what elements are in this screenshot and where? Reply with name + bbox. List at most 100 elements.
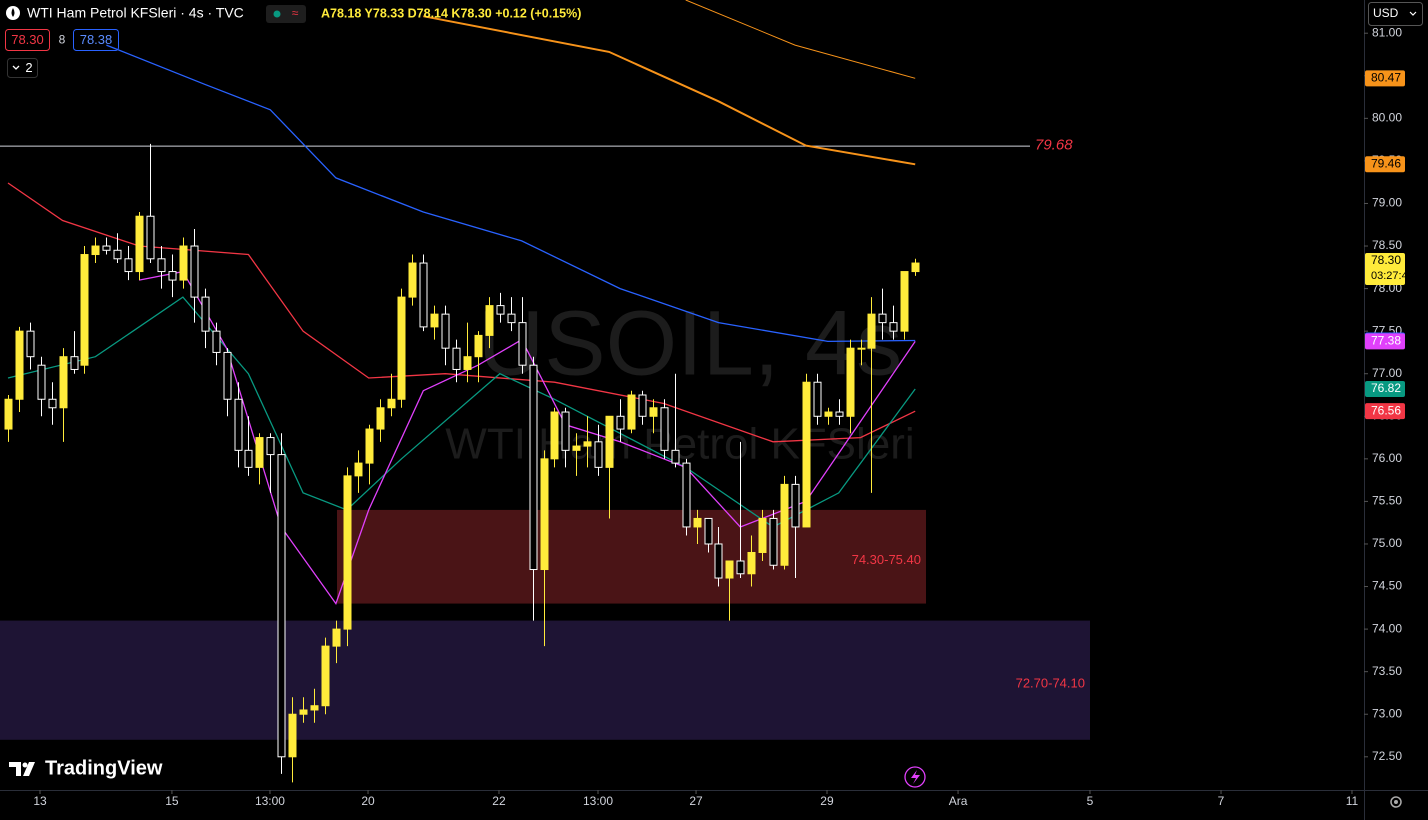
candle-body: [682, 462, 691, 528]
x-tick-label: 29: [820, 794, 834, 808]
candle-body: [660, 407, 669, 451]
candle-body: [376, 407, 385, 430]
candle-body: [911, 262, 920, 273]
candle-body: [80, 254, 89, 366]
y-tick-label: 73.00: [1372, 706, 1402, 720]
candle-body: [671, 449, 680, 464]
price-countdown: 03:27:46: [1371, 270, 1414, 282]
candle-body: [605, 415, 614, 468]
price-badge-label: 80.47: [1371, 70, 1401, 84]
x-tick-label: 7: [1218, 794, 1225, 808]
indicators-toggle[interactable]: [7, 58, 38, 78]
currency-select[interactable]: [1368, 2, 1423, 26]
indicator-line: [423, 15, 916, 166]
price-badge: [1365, 381, 1405, 398]
candle-body: [299, 709, 308, 715]
chevron-icon: [12, 65, 20, 70]
candle-body: [463, 356, 472, 370]
y-tick-label: 81.00: [1372, 25, 1402, 39]
candle-body: [288, 713, 297, 758]
spread: 8: [59, 33, 66, 47]
candle-body: [59, 356, 68, 409]
brand-logo: TradingView: [9, 757, 163, 779]
candle-body: [452, 347, 461, 370]
candle-body: [321, 645, 330, 707]
ask-price: 78.38: [80, 32, 113, 47]
watermark-symbol: USOIL, 4s: [478, 292, 902, 394]
candle-body: [878, 313, 887, 324]
candle-body: [857, 347, 866, 350]
candle-body: [157, 258, 166, 273]
indicator-line: [7, 182, 916, 443]
candle-body: [343, 475, 352, 630]
y-tick-label: 78.50: [1372, 238, 1402, 252]
candle-body: [91, 245, 100, 256]
bid-price: 78.30: [11, 32, 44, 47]
candle-body: [124, 258, 133, 273]
candle-body: [747, 551, 756, 575]
zone: [337, 509, 926, 604]
delay-icon: ≈: [292, 6, 299, 20]
candle-body: [397, 296, 406, 400]
candle-body: [769, 517, 778, 566]
candle-body: [529, 364, 538, 571]
candle-body: [419, 262, 428, 328]
settings-button[interactable]: [1390, 796, 1402, 808]
candle-body: [266, 437, 275, 456]
candle-body: [846, 347, 855, 417]
alert-button[interactable]: [904, 766, 926, 788]
candle-body: [616, 415, 625, 430]
status-icons: [266, 5, 306, 23]
candle-body: [332, 628, 341, 647]
ask-box[interactable]: [73, 29, 119, 51]
candle-body: [780, 483, 789, 566]
x-tick-label: 15: [165, 794, 179, 808]
watermark: USOIL, 4s WTI Ham Petrol KFSleri: [445, 292, 914, 468]
candle-body: [900, 271, 909, 332]
candle-body: [550, 411, 559, 460]
header: WTI Ham Petrol KFSleri · 4s · TVC ≈ A78.…: [5, 5, 581, 78]
y-tick-label: 74.00: [1372, 621, 1402, 635]
candle-body: [441, 313, 450, 349]
candle-body: [791, 483, 800, 528]
bid-box[interactable]: [5, 29, 50, 51]
price-badge: [1365, 156, 1405, 173]
brand-icon: [9, 762, 35, 776]
price-badge: [1365, 333, 1405, 350]
price-badge-label: 79.46: [1371, 156, 1401, 170]
candle-body: [835, 411, 844, 417]
candle-body: [813, 381, 822, 417]
y-tick-label: 79.00: [1372, 196, 1402, 210]
price-badge: [1365, 403, 1405, 420]
candle-body: [190, 245, 199, 298]
symbol-title[interactable]: WTI Ham Petrol KFSleri · 4s · TVC: [27, 5, 244, 21]
x-tick-label: 13: [33, 794, 47, 808]
candle-body: [212, 330, 221, 353]
candle-body: [387, 398, 396, 409]
candle-body: [693, 517, 702, 528]
alert-icon: [911, 770, 920, 784]
candle-body: [802, 381, 811, 528]
candle-body: [201, 296, 210, 332]
candle-body: [889, 322, 898, 332]
candle-body: [234, 398, 243, 451]
candle-body: [474, 334, 483, 358]
candle-body: [48, 398, 57, 409]
candle-body: [354, 462, 363, 477]
candle-body: [540, 458, 549, 571]
candle-body: [824, 411, 833, 417]
candle-body: [70, 356, 79, 370]
price-badge: [1365, 70, 1405, 87]
candle-body: [867, 313, 876, 349]
candle-body: [627, 394, 636, 430]
price-badge-label: 77.38: [1371, 334, 1401, 348]
x-tick-label: 27: [689, 794, 703, 808]
candle-body: [725, 560, 734, 579]
watermark-name: WTI Ham Petrol KFSleri: [445, 420, 914, 469]
candle-body: [758, 517, 767, 553]
x-tick-label: 5: [1087, 794, 1094, 808]
y-tick-label: 74.50: [1372, 579, 1402, 593]
symbol-icon-drop: [11, 8, 15, 17]
